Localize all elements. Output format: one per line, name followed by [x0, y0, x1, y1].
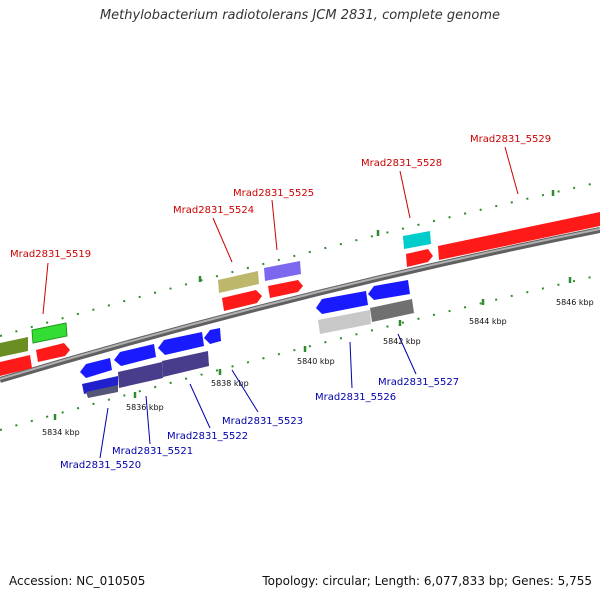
gene-feature[interactable]: [222, 290, 262, 311]
kbp-label-5846: 5846 kbp: [556, 298, 594, 307]
gene-feature[interactable]: [158, 332, 204, 355]
gene-feature[interactable]: [264, 261, 301, 281]
kbp-labels: 5834 kbp 5836 kbp 5838 kbp 5840 kbp 5842…: [42, 298, 594, 437]
kbp-label-5842: 5842 kbp: [383, 337, 421, 346]
gene-feature[interactable]: [370, 299, 414, 322]
gene-feature[interactable]: [406, 249, 433, 267]
kbp-label-5840: 5840 kbp: [297, 357, 335, 366]
gene-label[interactable]: Mrad2831_5519: [10, 249, 91, 260]
gene-feature[interactable]: [31, 322, 68, 344]
gene-feature[interactable]: [403, 231, 431, 249]
gene-label[interactable]: Mrad2831_5525: [233, 188, 314, 199]
gene-feature[interactable]: [218, 271, 259, 293]
gene-feature[interactable]: [204, 328, 221, 344]
kbp-label-5834: 5834 kbp: [42, 428, 80, 437]
topology-text: Topology: circular; Length: 6,077,833 bp…: [262, 574, 592, 588]
gene-feature[interactable]: [368, 280, 410, 300]
gene-label[interactable]: Mrad2831_5520: [60, 460, 141, 471]
forward-genes: [0, 212, 600, 376]
gene-label[interactable]: Mrad2831_5521: [112, 446, 193, 457]
gene-feature[interactable]: [118, 362, 163, 388]
gene-label[interactable]: Mrad2831_5529: [470, 134, 551, 145]
gene-label[interactable]: Mrad2831_5526: [315, 392, 396, 403]
gene-label[interactable]: Mrad2831_5522: [167, 431, 248, 442]
gene-feature[interactable]: [162, 351, 209, 377]
reverse-gene-labels: Mrad2831_5520 Mrad2831_5521 Mrad2831_552…: [60, 377, 459, 471]
gene-feature[interactable]: [86, 385, 118, 398]
gene-feature[interactable]: [82, 376, 118, 394]
gene-feature[interactable]: [318, 310, 371, 334]
genome-title: Methylobacterium radiotolerans JCM 2831,…: [99, 8, 501, 23]
major-ticks: [53, 190, 572, 420]
gene-feature[interactable]: [80, 358, 112, 378]
accession-text: Accession: NC_010505: [9, 574, 146, 588]
gene-feature[interactable]: [0, 355, 32, 376]
reverse-connectors: [99, 333, 417, 459]
kbp-label-5844: 5844 kbp: [469, 317, 507, 326]
gene-feature[interactable]: [268, 280, 303, 298]
gene-label[interactable]: Mrad2831_5524: [173, 205, 254, 216]
gene-label[interactable]: Mrad2831_5523: [222, 416, 303, 427]
gene-feature[interactable]: [36, 343, 70, 362]
gene-label[interactable]: Mrad2831_5528: [361, 158, 442, 169]
forward-gene-labels: Mrad2831_5519 Mrad2831_5524 Mrad2831_552…: [10, 134, 551, 260]
gene-feature[interactable]: [114, 344, 156, 366]
gene-feature[interactable]: [316, 291, 368, 314]
forward-connectors: [42, 146, 519, 315]
gene-feature[interactable]: [438, 212, 600, 260]
kbp-label-5838: 5838 kbp: [211, 379, 249, 388]
reverse-genes: [80, 280, 414, 398]
gene-label[interactable]: Mrad2831_5527: [378, 377, 459, 388]
gene-feature[interactable]: [0, 337, 28, 357]
kbp-label-5836: 5836 kbp: [126, 403, 164, 412]
